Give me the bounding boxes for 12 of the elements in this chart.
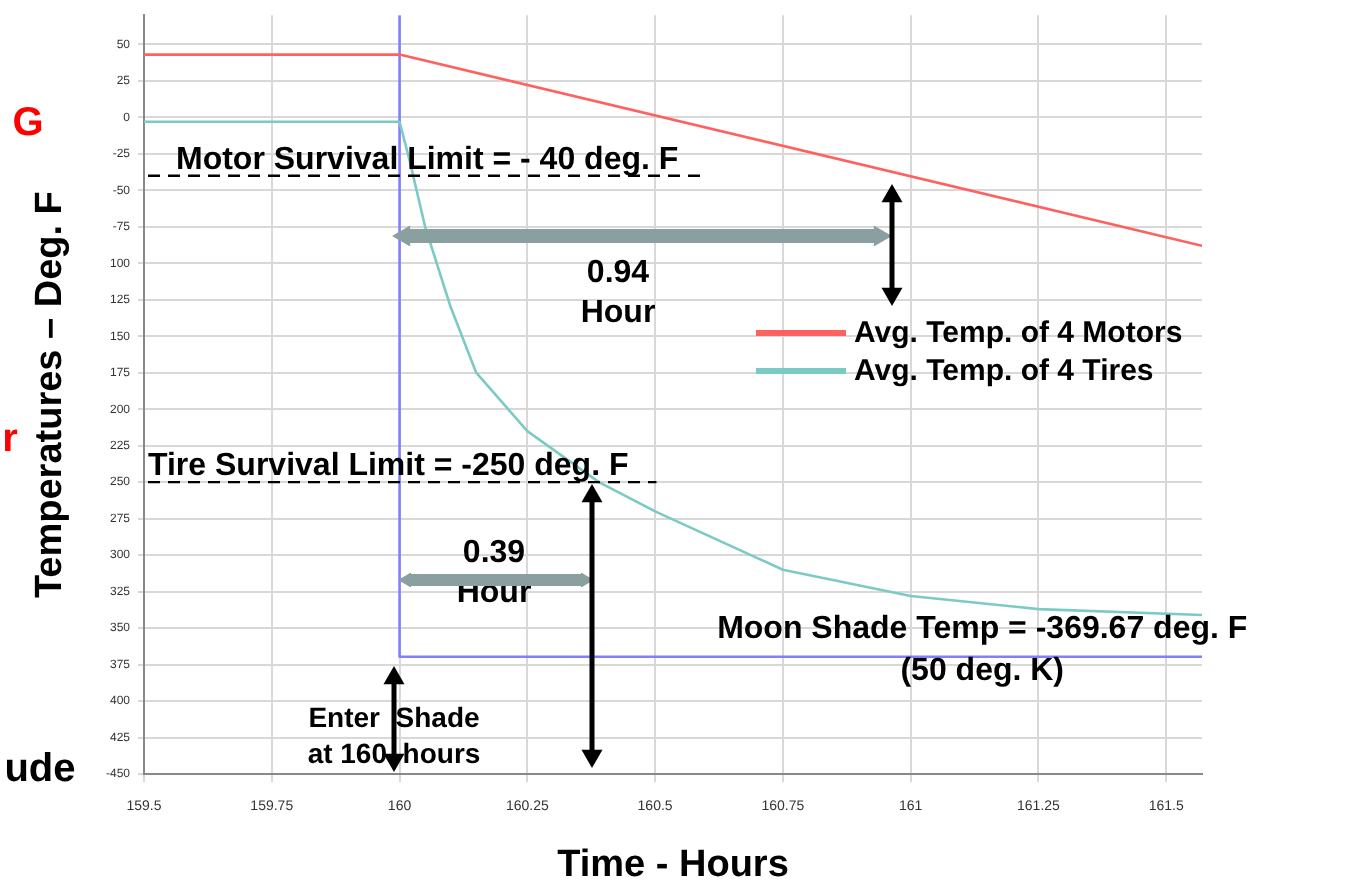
annotation: Moon Shade Temp = -369.67 deg. F (50 deg. K) [717,611,1248,688]
annotation: Enter Shade at 160 hours [307,701,481,771]
text: r [2,415,18,465]
ref-line-label: Motor Survival Limit = - 40 deg. F [176,142,679,177]
legend-label: Avg. Temp. of 4 Motors [854,316,1183,350]
text: G [12,99,44,149]
annotation: 0.94 Hour [580,254,656,334]
y-axis-title: Temperatures – Deg. F [29,191,72,599]
text: ude [4,745,76,795]
legend-label: Avg. Temp. of 4 Tires [854,354,1154,388]
ref-line-label: Tire Survival Limit = -250 deg. F [148,448,629,483]
x-axis-title: Time - Hours [557,843,789,886]
